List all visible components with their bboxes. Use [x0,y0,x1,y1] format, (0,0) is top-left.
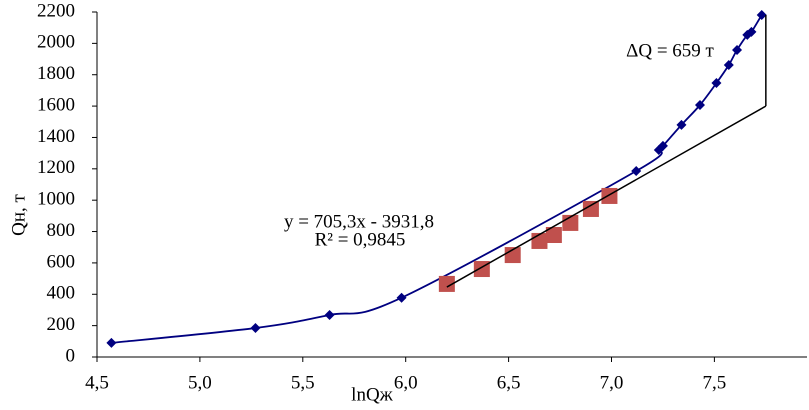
point [711,78,722,89]
point [723,60,734,71]
r-squared: R² = 0,9845 [315,229,406,250]
y-tick-label: 800 [47,220,76,241]
point [746,26,757,37]
x-tick-label: 4,5 [85,372,109,393]
y-tick-label: 1000 [37,189,75,210]
equation: y = 705,3x - 3931,8 [284,211,434,232]
x-axis-label: lnQж [351,384,394,405]
point [631,166,642,177]
y-axis-label: Qн, т [8,193,29,235]
y-tick-label: 200 [47,314,76,335]
point [324,309,335,320]
point [438,275,455,292]
y-tick-label: 1400 [37,126,75,147]
x-tick-label: 6,5 [497,372,521,393]
point [756,9,767,20]
y-tick-label: 1200 [37,157,75,178]
delta-label: ΔQ = 659 т [626,40,714,61]
y-tick-label: 1600 [37,94,75,115]
point [545,226,562,243]
y-tick-label: 600 [47,251,76,272]
point [694,99,705,110]
x-tick-label: 5,5 [291,372,315,393]
point [504,247,521,264]
x-tick-label: 7,5 [703,372,727,393]
y-tick-label: 2000 [37,32,75,53]
point [732,44,743,55]
point [582,200,599,217]
point [601,187,618,204]
y-tick-label: 400 [47,283,76,304]
x-tick-label: 5,0 [188,372,212,393]
point [106,337,117,348]
series-line [111,14,763,344]
y-tick-label: 0 [66,345,76,366]
point [250,322,261,333]
y-tick-label: 2200 [37,0,75,21]
x-tick-label: 6,0 [394,372,418,393]
series-line [446,105,767,288]
x-tick-label: 7,0 [600,372,624,393]
point [396,292,407,303]
point [676,119,687,130]
y-tick-label: 1800 [37,63,75,84]
point [657,140,668,151]
